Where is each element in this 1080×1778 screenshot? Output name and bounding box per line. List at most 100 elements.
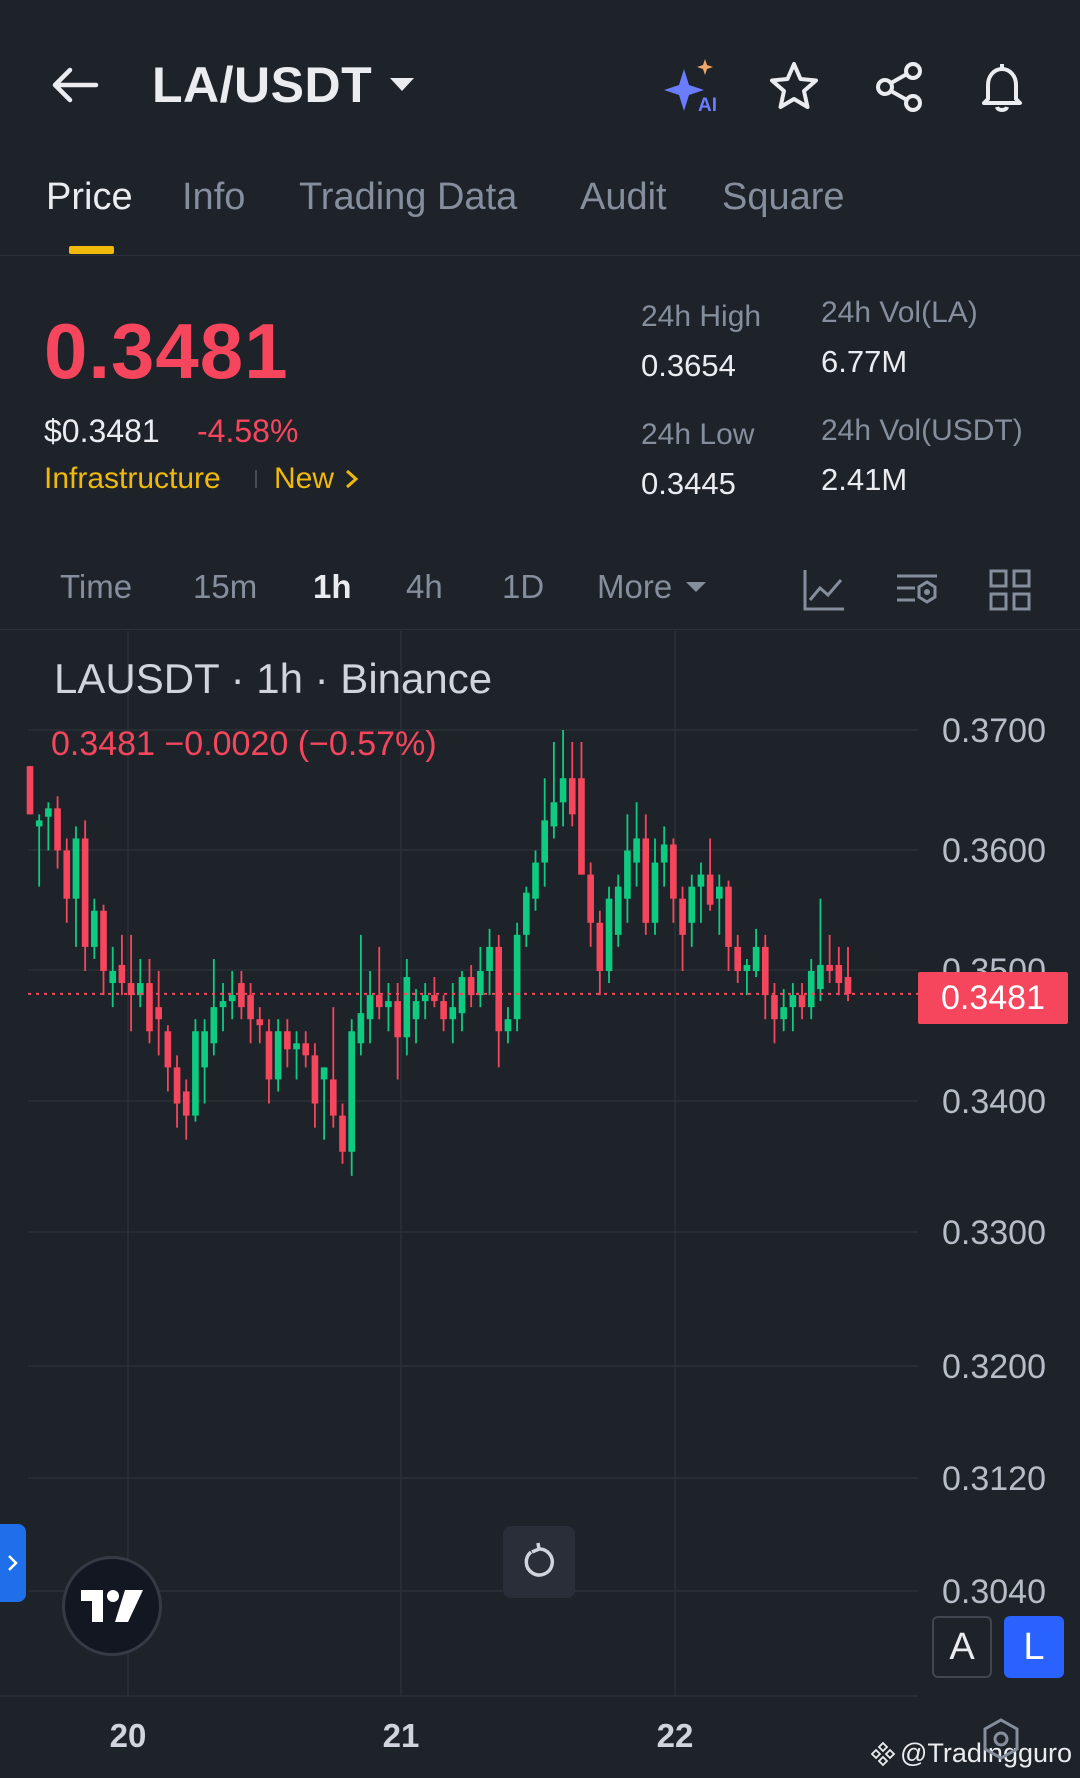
top-header: LA/USDT AI [0,0,1080,170]
price-chart[interactable]: 0.3700 0.3600 0.3500 0.3400 0.3300 0.3200 0.31… [0,631,1080,1778]
share-button[interactable] [867,55,931,119]
candle-body [752,946,760,971]
x-tick-label: 20 [110,1717,147,1754]
candle-body [449,1007,457,1020]
tab-info[interactable]: Info [182,176,246,218]
interval-more[interactable]: More [597,568,708,606]
candle-body [550,802,558,827]
layout-button[interactable] [982,562,1038,618]
pair-title: LA/USDT [152,57,373,113]
log-scale-button[interactable]: L [1004,1616,1064,1678]
candle-body [826,964,833,971]
candle-body [238,983,245,1008]
candle-body [697,874,705,887]
candle-body [182,1091,190,1116]
chart-settings-button[interactable] [889,562,945,618]
candle-body [789,995,797,1008]
candle-body [146,983,153,1032]
candle-body [807,971,815,1008]
chart-gear-button[interactable] [976,1714,1026,1764]
tab-price[interactable]: Price [46,176,133,218]
caret-down-icon [390,78,415,91]
candle-body [256,1019,264,1026]
star-icon [770,62,818,109]
candle-body [771,995,778,1020]
candle-body [513,934,521,1020]
vol-quote-label: 24h Vol(USDT) [821,414,1023,447]
auto-scale-button[interactable]: A [932,1616,992,1678]
candle-body [440,1001,447,1020]
interval-1h[interactable]: 1h [313,568,352,605]
candle-body [201,1031,208,1068]
candle-body [228,995,236,1002]
grid-icon [989,569,1031,611]
candle-body [523,892,530,935]
candle-body [375,995,383,1008]
tab-audit[interactable]: Audit [580,176,667,218]
caret-down-icon [686,582,707,592]
candle-body [660,844,668,863]
x-tick-label: 21 [383,1717,420,1754]
favorite-button[interactable] [762,55,826,119]
y-tick-label: 0.3040 [942,1573,1046,1611]
candle-body [265,1031,273,1080]
candle-body [81,838,89,947]
candle-body [559,778,567,803]
candle-body [63,850,71,899]
category-tag[interactable]: Infrastructure [44,462,221,495]
candle-body [329,1079,337,1116]
candle-body [798,995,806,1008]
active-tab-indicator [69,246,114,254]
price-alert-button[interactable] [970,55,1034,119]
reset-chart-button[interactable] [503,1526,575,1598]
settings-sliders-icon [897,574,937,604]
interval-1d[interactable]: 1D [502,568,545,605]
candle-body [541,820,549,863]
candle-body [210,1007,218,1044]
low-value: 0.3445 [641,466,736,501]
new-tag-label: New [274,462,335,495]
y-tick-label: 0.3120 [942,1460,1046,1498]
ai-button[interactable]: AI [660,55,724,119]
candle-body [136,983,144,996]
candle-body [614,886,622,935]
pair-selector[interactable]: LA/USDT [152,56,416,114]
candlestick-chart-svg[interactable]: 0.37000.36000.35000.34000.33000.32000.31… [0,631,1080,1778]
candle-body [817,964,824,990]
indicator-button[interactable] [796,562,852,618]
y-tick-label: 0.3700 [942,712,1046,750]
new-tag[interactable]: New [274,462,362,496]
low-label: 24h Low [641,418,755,451]
interval-4h[interactable]: 4h [406,568,443,605]
candle-body [100,910,107,971]
interval-15m[interactable]: 15m [193,568,258,605]
candle-body [164,1031,172,1068]
candle-body [26,766,34,815]
candle-body [219,1001,227,1008]
candle-body [477,971,484,996]
candle-body [596,922,604,971]
candle-body [578,778,585,875]
candle-body [173,1067,181,1104]
vol-base-value: 6.77M [821,344,908,379]
candle-body [651,862,659,923]
tradingview-logo [62,1556,162,1656]
candle-body [72,838,80,899]
candle-body [467,977,475,996]
chevron-right-icon [346,469,359,489]
x-tick-label: 22 [657,1717,694,1754]
chart-legend-values: 0.3481 −0.0020 (−0.57%) [51,725,437,763]
interval-time[interactable]: Time [60,568,133,605]
high-value: 0.3654 [641,348,736,383]
side-panel-handle[interactable] [0,1524,26,1602]
line-chart-icon [803,570,844,611]
y-tick-label: 0.3600 [942,832,1046,870]
candle-body [357,1013,365,1044]
tab-trading-data[interactable]: Trading Data [299,176,518,218]
candle-body [247,995,254,1020]
high-label: 24h High [641,300,762,333]
candle-body [568,778,576,815]
candle-body [743,964,751,971]
tab-square[interactable]: Square [722,176,845,218]
back-button[interactable] [40,55,110,115]
